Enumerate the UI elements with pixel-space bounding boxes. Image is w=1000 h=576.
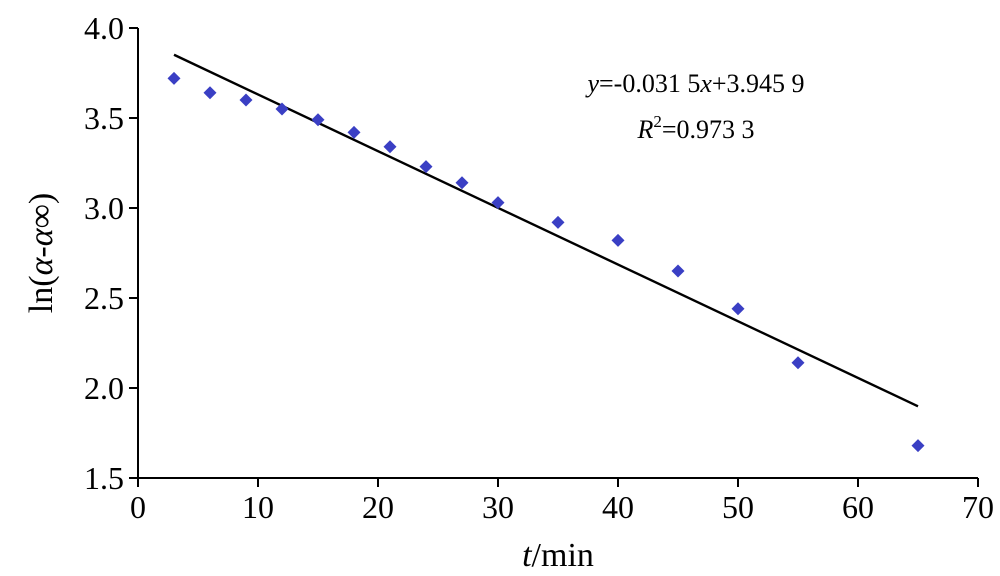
data-point xyxy=(671,264,685,278)
y-tick-label: 2.5 xyxy=(84,280,124,316)
y-axis-suffix: ) xyxy=(23,193,60,204)
data-point xyxy=(491,196,505,210)
y-axis-dash: - xyxy=(23,246,60,257)
y-axis-prefix: ln( xyxy=(23,275,60,313)
data-point xyxy=(611,233,625,247)
x-axis-unit: /min xyxy=(532,537,594,574)
x-tick-label: 10 xyxy=(242,489,274,525)
fit-equation-slope: =-0.031 5 xyxy=(599,69,700,98)
x-axis-title: t/min xyxy=(522,537,594,574)
x-tick-label: 20 xyxy=(362,489,394,525)
data-point xyxy=(275,102,289,116)
x-tick-label: 60 xyxy=(842,489,874,525)
x-tick-label: 40 xyxy=(602,489,634,525)
y-tick-label: 4.0 xyxy=(84,10,124,46)
y-tick-label: 2.0 xyxy=(84,370,124,406)
fit-equation-intercept: +3.945 9 xyxy=(712,69,805,98)
trend-line xyxy=(173,53,919,408)
y-axis-alpha: α xyxy=(23,256,60,275)
data-point xyxy=(455,176,469,190)
data-point xyxy=(791,356,805,370)
x-axis-variable: t xyxy=(522,537,533,574)
x-tick-label: 70 xyxy=(962,489,994,525)
fit-r-exponent: 2 xyxy=(653,112,662,131)
fit-r-squared: R2=0.973 3 xyxy=(636,112,754,144)
data-point xyxy=(203,86,217,100)
data-point xyxy=(911,439,925,453)
fit-r-symbol: R xyxy=(636,115,653,144)
y-tick-label: 1.5 xyxy=(84,460,124,496)
data-point xyxy=(311,113,325,127)
data-point xyxy=(383,140,397,154)
y-axis-title: ln(α-α∞) xyxy=(23,193,60,313)
x-tick-label: 50 xyxy=(722,489,754,525)
y-axis-alpha-2: α xyxy=(23,227,60,246)
y-tick-label: 3.5 xyxy=(84,100,124,136)
x-tick-label: 0 xyxy=(130,489,146,525)
y-axis-infinity: ∞ xyxy=(23,204,60,228)
fit-equation: y=-0.031 5x+3.945 9 xyxy=(584,69,804,98)
data-point xyxy=(347,125,361,139)
data-point xyxy=(167,71,181,85)
data-point xyxy=(419,160,433,174)
fit-equation-x: x xyxy=(699,69,712,98)
fit-equation-y: y xyxy=(584,69,599,98)
data-point xyxy=(731,302,745,316)
data-point xyxy=(551,215,565,229)
fit-r-value: =0.973 3 xyxy=(662,115,755,144)
y-tick-label: 3.0 xyxy=(84,190,124,226)
x-tick-label: 30 xyxy=(482,489,514,525)
data-point xyxy=(239,93,253,107)
